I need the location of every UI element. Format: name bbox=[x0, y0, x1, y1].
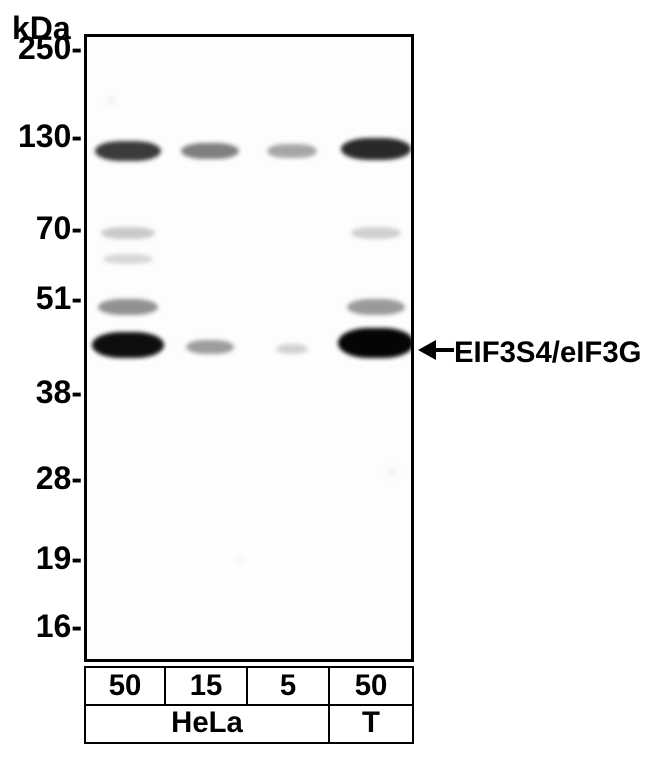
blot-band bbox=[276, 344, 309, 354]
western-blot-figure: kDa 250-130-70-51-38-28-19-16- EIF3S4/eI… bbox=[0, 0, 650, 759]
lane-amount-cell: 15 bbox=[166, 666, 248, 706]
blot-noise bbox=[237, 557, 244, 564]
mw-label-51: 51- bbox=[36, 280, 82, 317]
mw-label-19: 19- bbox=[36, 540, 82, 577]
mw-label-16: 16- bbox=[36, 608, 82, 645]
blot-band bbox=[186, 340, 234, 354]
annotation-arrow-line bbox=[434, 348, 454, 352]
mw-label-70: 70- bbox=[36, 210, 82, 247]
blot-band bbox=[351, 227, 400, 239]
blot-band bbox=[101, 227, 154, 239]
mw-label-250: 250- bbox=[18, 30, 82, 67]
blot-band bbox=[95, 141, 161, 161]
lane-amount-cell: 50 bbox=[84, 666, 166, 706]
protein-label: EIF3S4/eIF3G bbox=[454, 336, 641, 370]
blot-band bbox=[98, 299, 157, 315]
sample-row: HeLaT bbox=[84, 704, 414, 744]
mw-label-38: 38- bbox=[36, 374, 82, 411]
blot-band bbox=[267, 144, 316, 158]
sample-cell: T bbox=[330, 704, 414, 744]
mw-label-130: 130- bbox=[18, 118, 82, 155]
sample-cell: HeLa bbox=[84, 704, 330, 744]
mw-label-28: 28- bbox=[36, 460, 82, 497]
blot-band bbox=[338, 328, 413, 358]
blot-band bbox=[92, 332, 164, 358]
lane-amount-row: 5015550 bbox=[84, 666, 414, 706]
blot-band bbox=[347, 299, 404, 315]
lane-amount-cell: 5 bbox=[248, 666, 330, 706]
blot-noise bbox=[387, 467, 397, 477]
blot-band bbox=[181, 143, 238, 159]
blot-band bbox=[103, 254, 152, 264]
blot-membrane bbox=[84, 34, 414, 662]
blot-band bbox=[341, 138, 411, 160]
blot-noise bbox=[107, 97, 115, 105]
lane-amount-cell: 50 bbox=[330, 666, 414, 706]
